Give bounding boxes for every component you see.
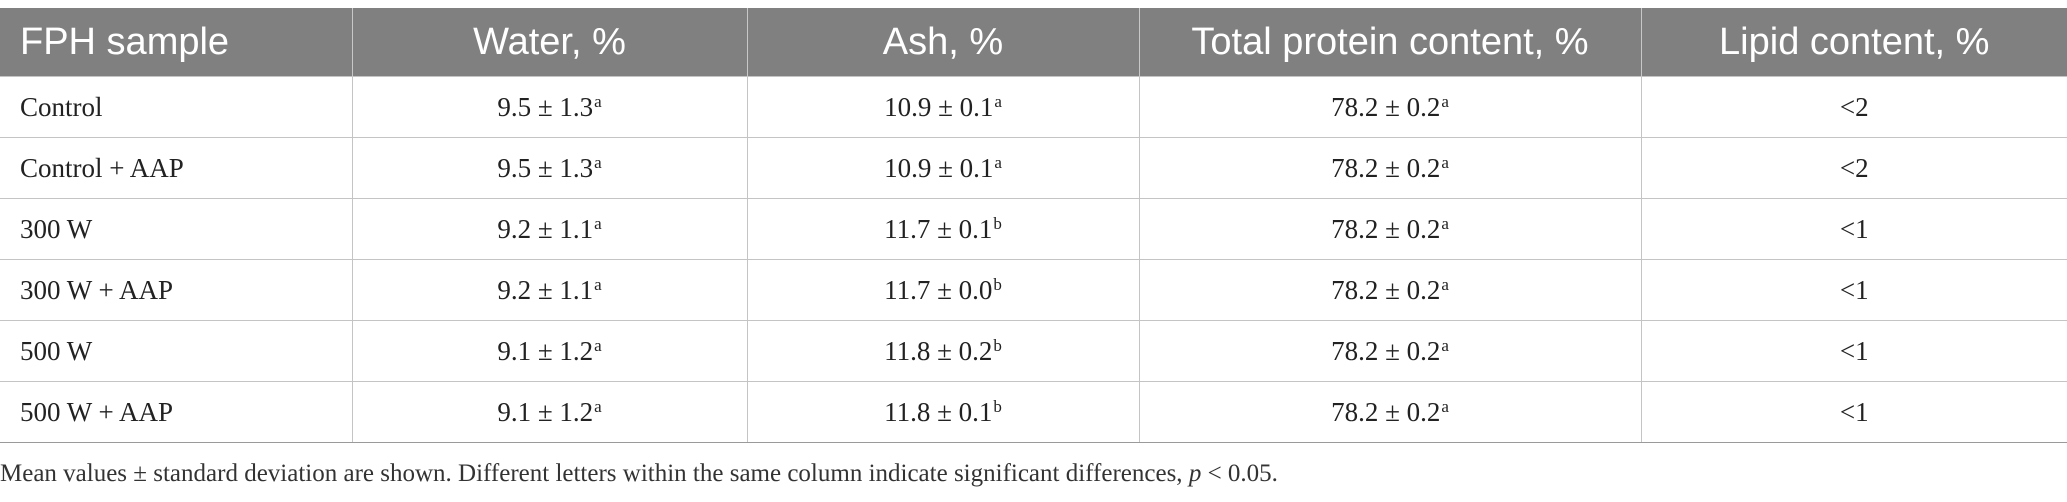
cell-ash: 11.8 ± 0.1b — [746, 381, 1140, 443]
cell-sample: Control + AAP — [0, 137, 353, 199]
cell-ash: 10.9 ± 0.1a — [746, 137, 1140, 199]
sig-letter: a — [1441, 274, 1449, 294]
table-row: Control 9.5 ± 1.3a 10.9 ± 0.1a 78.2 ± 0.… — [0, 76, 2067, 138]
value-ash: 10.9 ± 0.1 — [884, 152, 994, 183]
value-ash: 11.7 ± 0.1 — [884, 213, 993, 244]
footnote-threshold: < 0.05. — [1201, 460, 1278, 487]
value-water: 9.5 ± 1.3 — [497, 91, 594, 122]
table-row: 500 W + AAP 9.1 ± 1.2a 11.8 ± 0.1b 78.2 … — [0, 381, 2067, 443]
header-water: Water, % — [351, 8, 748, 77]
cell-protein: 78.2 ± 0.2a — [1138, 381, 1642, 443]
sig-letter: a — [1441, 335, 1449, 355]
cell-lipid: <1 — [1640, 198, 2067, 260]
cell-protein: 78.2 ± 0.2a — [1138, 320, 1642, 382]
table-footnote: Mean values ± standard deviation are sho… — [0, 460, 1278, 488]
value-water: 9.5 ± 1.3 — [497, 152, 594, 183]
table-row: 300 W + AAP 9.2 ± 1.1a 11.7 ± 0.0b 78.2 … — [0, 259, 2067, 321]
footnote-p-symbol: p — [1188, 460, 1202, 487]
sig-letter: a — [1441, 213, 1449, 233]
value-ash: 10.9 ± 0.1 — [884, 91, 994, 122]
cell-ash: 11.8 ± 0.2b — [746, 320, 1140, 382]
sig-letter: a — [594, 213, 602, 233]
sig-letter: a — [594, 274, 602, 294]
composition-table: FPH sample Water, % Ash, % Total protein… — [0, 8, 2067, 443]
value-ash: 11.7 ± 0.0 — [884, 274, 993, 305]
cell-water: 9.5 ± 1.3a — [351, 137, 748, 199]
cell-sample: 500 W — [0, 320, 353, 382]
cell-water: 9.1 ± 1.2a — [351, 381, 748, 443]
sig-letter: b — [993, 274, 1002, 294]
cell-lipid: <1 — [1640, 259, 2067, 321]
sig-letter: b — [993, 213, 1002, 233]
header-total-protein: Total protein content, % — [1138, 8, 1642, 77]
sig-letter: a — [594, 396, 602, 416]
cell-sample: 300 W + AAP — [0, 259, 353, 321]
value-ash: 11.8 ± 0.1 — [884, 396, 993, 427]
sig-letter: a — [1441, 396, 1449, 416]
table-row: Control + AAP 9.5 ± 1.3a 10.9 ± 0.1a 78.… — [0, 137, 2067, 199]
cell-protein: 78.2 ± 0.2a — [1138, 198, 1642, 260]
value-water: 9.2 ± 1.1 — [497, 274, 594, 305]
value-water: 9.1 ± 1.2 — [497, 396, 594, 427]
header-row: FPH sample Water, % Ash, % Total protein… — [0, 8, 2067, 77]
header-fph-sample: FPH sample — [0, 8, 353, 77]
table-header: FPH sample Water, % Ash, % Total protein… — [0, 8, 2067, 77]
sig-letter: a — [1441, 91, 1449, 111]
cell-ash: 11.7 ± 0.0b — [746, 259, 1140, 321]
sig-letter: b — [993, 335, 1002, 355]
table-body: Control 9.5 ± 1.3a 10.9 ± 0.1a 78.2 ± 0.… — [0, 76, 2067, 443]
cell-lipid: <2 — [1640, 76, 2067, 138]
sig-letter: a — [1441, 152, 1449, 172]
footnote-text: Mean values ± standard deviation are sho… — [0, 460, 1189, 487]
sig-letter: b — [993, 396, 1002, 416]
value-water: 9.1 ± 1.2 — [497, 335, 594, 366]
value-water: 9.2 ± 1.1 — [497, 213, 594, 244]
cell-water: 9.2 ± 1.1a — [351, 198, 748, 260]
cell-protein: 78.2 ± 0.2a — [1138, 76, 1642, 138]
cell-water: 9.1 ± 1.2a — [351, 320, 748, 382]
cell-lipid: <1 — [1640, 320, 2067, 382]
table-row: 300 W 9.2 ± 1.1a 11.7 ± 0.1b 78.2 ± 0.2a… — [0, 198, 2067, 260]
composition-table-container: FPH sample Water, % Ash, % Total protein… — [0, 8, 2067, 443]
header-ash: Ash, % — [746, 8, 1140, 77]
cell-protein: 78.2 ± 0.2a — [1138, 137, 1642, 199]
value-ash: 11.8 ± 0.2 — [884, 335, 993, 366]
cell-lipid: <2 — [1640, 137, 2067, 199]
cell-ash: 11.7 ± 0.1b — [746, 198, 1140, 260]
table-row: 500 W 9.1 ± 1.2a 11.8 ± 0.2b 78.2 ± 0.2a… — [0, 320, 2067, 382]
sig-letter: a — [594, 335, 602, 355]
sig-letter: a — [994, 152, 1002, 172]
cell-sample: Control — [0, 76, 353, 138]
cell-protein: 78.2 ± 0.2a — [1138, 259, 1642, 321]
cell-lipid: <1 — [1640, 381, 2067, 443]
value-protein: 78.2 ± 0.2 — [1331, 213, 1441, 244]
sig-letter: a — [994, 91, 1002, 111]
cell-water: 9.5 ± 1.3a — [351, 76, 748, 138]
cell-water: 9.2 ± 1.1a — [351, 259, 748, 321]
cell-sample: 500 W + AAP — [0, 381, 353, 443]
sig-letter: a — [594, 152, 602, 172]
cell-sample: 300 W — [0, 198, 353, 260]
value-protein: 78.2 ± 0.2 — [1331, 91, 1441, 122]
value-protein: 78.2 ± 0.2 — [1331, 396, 1441, 427]
sig-letter: a — [594, 91, 602, 111]
header-lipid: Lipid content, % — [1640, 8, 2067, 77]
cell-ash: 10.9 ± 0.1a — [746, 76, 1140, 138]
value-protein: 78.2 ± 0.2 — [1331, 152, 1441, 183]
value-protein: 78.2 ± 0.2 — [1331, 335, 1441, 366]
value-protein: 78.2 ± 0.2 — [1331, 274, 1441, 305]
